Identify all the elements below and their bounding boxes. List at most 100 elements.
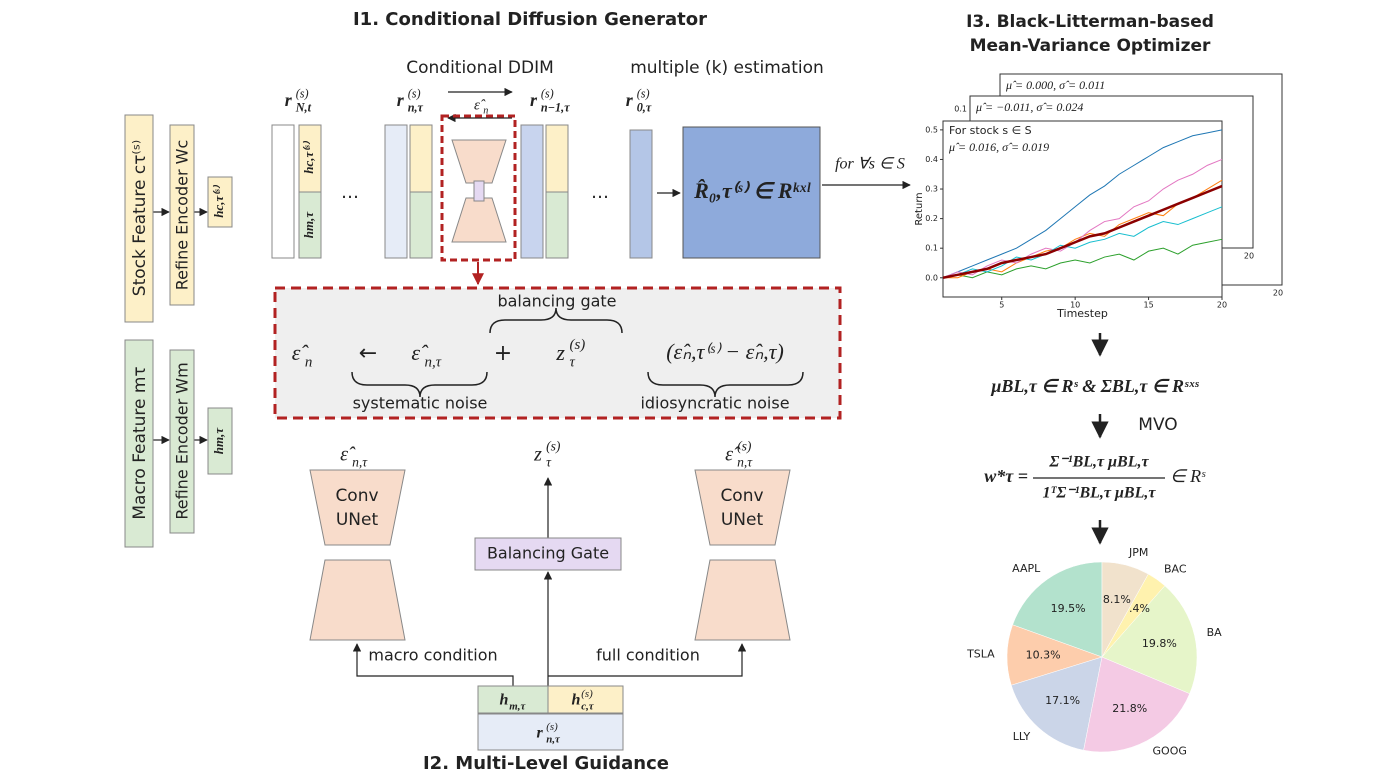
math-sub: τ bbox=[570, 354, 576, 370]
math-sub: τ bbox=[546, 454, 552, 469]
math-base: r bbox=[397, 90, 405, 110]
y-tick-label: 0.3 bbox=[925, 185, 938, 194]
pie-slice bbox=[1083, 656, 1190, 753]
gate-box bbox=[273, 286, 842, 420]
pie-label: JPM bbox=[1128, 546, 1148, 559]
x-tick-label: 5 bbox=[999, 301, 1004, 310]
math-sup: (s) bbox=[737, 439, 752, 455]
pie-slice bbox=[1101, 561, 1149, 658]
pie-slice bbox=[1101, 585, 1198, 694]
output-label: R̂₀,τ⁽ˢ⁾ ∈ Rᵏˣˡ bbox=[693, 178, 811, 203]
pie-value-label: 21.8% bbox=[1112, 702, 1147, 715]
label: hc,τ⁽ˢ⁾ bbox=[301, 140, 316, 173]
math-sub: n,τ bbox=[546, 733, 561, 745]
formula: μBL,τ ∈ Rˢ & ΣBL,τ ∈ Rˢˣˢ bbox=[990, 376, 1199, 396]
pie-value-label: 19.8% bbox=[1142, 637, 1177, 650]
title: I1. Conditional Diffusion Generator bbox=[353, 9, 707, 30]
pie-slice bbox=[1012, 561, 1103, 658]
x-tick-label: 20 bbox=[1217, 301, 1227, 310]
math-sub: n−1,τ bbox=[541, 100, 570, 114]
x-axis-label: Timestep bbox=[1056, 307, 1108, 320]
label: Balancing Gate bbox=[487, 544, 609, 563]
label: full condition bbox=[596, 646, 700, 665]
math-sub: n,τ bbox=[408, 100, 424, 114]
label: MVO bbox=[1138, 415, 1177, 435]
math-sup: (s) bbox=[546, 721, 558, 733]
label: Conv bbox=[335, 486, 378, 506]
x-tick-label: 10 bbox=[1070, 301, 1080, 310]
math-sub: n bbox=[483, 106, 488, 117]
pie-label: GOOG bbox=[1153, 745, 1187, 758]
math-sup: (s) bbox=[408, 86, 421, 100]
label: hm,τ bbox=[301, 211, 316, 239]
math-sub: m,τ bbox=[509, 700, 526, 712]
label: Conv bbox=[720, 486, 763, 506]
series-line bbox=[942, 129, 1223, 279]
y-tick-label: 0.0 bbox=[925, 273, 938, 282]
label: Refine Encoder Wm bbox=[173, 362, 192, 519]
math-sub: N,t bbox=[295, 100, 312, 114]
math-sub: c,τ bbox=[581, 700, 595, 712]
pie-value-label: 19.5% bbox=[1051, 602, 1086, 615]
math-base: z bbox=[533, 444, 542, 466]
series-line bbox=[942, 184, 1223, 279]
math-sub: 0,τ bbox=[637, 100, 652, 114]
pie-label: BA bbox=[1207, 626, 1223, 639]
series-line bbox=[942, 158, 1223, 279]
title: I2. Multi-Level Guidance bbox=[423, 753, 669, 774]
series-line bbox=[942, 238, 1223, 279]
formula: ∈ Rˢ bbox=[1170, 466, 1206, 486]
annotation: For stock s ∈ S bbox=[949, 124, 1032, 137]
blocks bbox=[124, 114, 821, 751]
label: multiple (k) estimation bbox=[630, 58, 824, 78]
ellipsis: … bbox=[591, 182, 609, 203]
math-sub: n bbox=[305, 354, 312, 370]
label: UNet bbox=[336, 510, 379, 530]
x-tick-label: 20 bbox=[1273, 289, 1283, 298]
label: (ε̂ₙ,τ⁽ˢ⁾ − ε̂ₙ,τ) bbox=[666, 339, 784, 364]
title: Mean-Variance Optimizer bbox=[970, 36, 1211, 56]
math-base: z bbox=[555, 340, 565, 365]
x-tick-label: 15 bbox=[1143, 301, 1153, 310]
y-axis-label: Return bbox=[914, 192, 925, 225]
formula: Σ⁻¹BL,τ μBL,τ bbox=[1048, 454, 1149, 471]
y-tick-label: 0.1 bbox=[925, 244, 938, 253]
label: balancing gate bbox=[497, 292, 616, 311]
label: for ∀s ∈ S bbox=[835, 156, 905, 173]
panel-stats: μ̂ = −0.011, σ̂ = 0.024 bbox=[975, 100, 1083, 114]
formula: 1ᵀΣ⁻¹BL,τ μBL,τ bbox=[1043, 485, 1157, 502]
label: + bbox=[494, 341, 512, 366]
label: hc,τ⁽ˢ⁾ bbox=[211, 184, 226, 217]
pie-label: LLY bbox=[1013, 730, 1031, 743]
ellipsis: … bbox=[341, 182, 359, 203]
math-base: r bbox=[626, 90, 634, 110]
math-sup: (s) bbox=[570, 337, 586, 353]
formula: w*τ = bbox=[984, 466, 1028, 486]
math-base: h bbox=[499, 692, 508, 709]
series-line bbox=[942, 206, 1223, 279]
panel-stats: μ̂ = 0.000, σ̂ = 0.011 bbox=[1005, 78, 1105, 92]
label: hm,τ bbox=[211, 427, 226, 455]
math-sup: (s) bbox=[546, 439, 561, 455]
pie-slice bbox=[1010, 656, 1103, 751]
pie-label: TSLA bbox=[966, 648, 995, 661]
braces bbox=[351, 307, 804, 398]
y-tick-label: 0.2 bbox=[925, 214, 938, 223]
math-sup: (s) bbox=[637, 86, 650, 100]
pie-value-label: 8.1% bbox=[1103, 593, 1131, 606]
pie-label: BAC bbox=[1164, 562, 1187, 575]
label: UNet bbox=[721, 510, 764, 530]
label: systematic noise bbox=[353, 394, 488, 413]
label: Refine Encoder Wc bbox=[173, 140, 192, 291]
math-sub: n,τ bbox=[425, 354, 442, 370]
y-tick-label: 0.4 bbox=[925, 155, 938, 164]
label: macro condition bbox=[368, 646, 497, 665]
y-tick-label: 0.5 bbox=[925, 125, 938, 134]
math-base: r bbox=[536, 725, 543, 742]
connectors bbox=[153, 87, 1165, 686]
focus-box bbox=[440, 114, 517, 262]
label: ← bbox=[359, 341, 377, 366]
math-sup: (s) bbox=[541, 86, 554, 100]
pie-value-label: 17.1% bbox=[1045, 694, 1080, 707]
